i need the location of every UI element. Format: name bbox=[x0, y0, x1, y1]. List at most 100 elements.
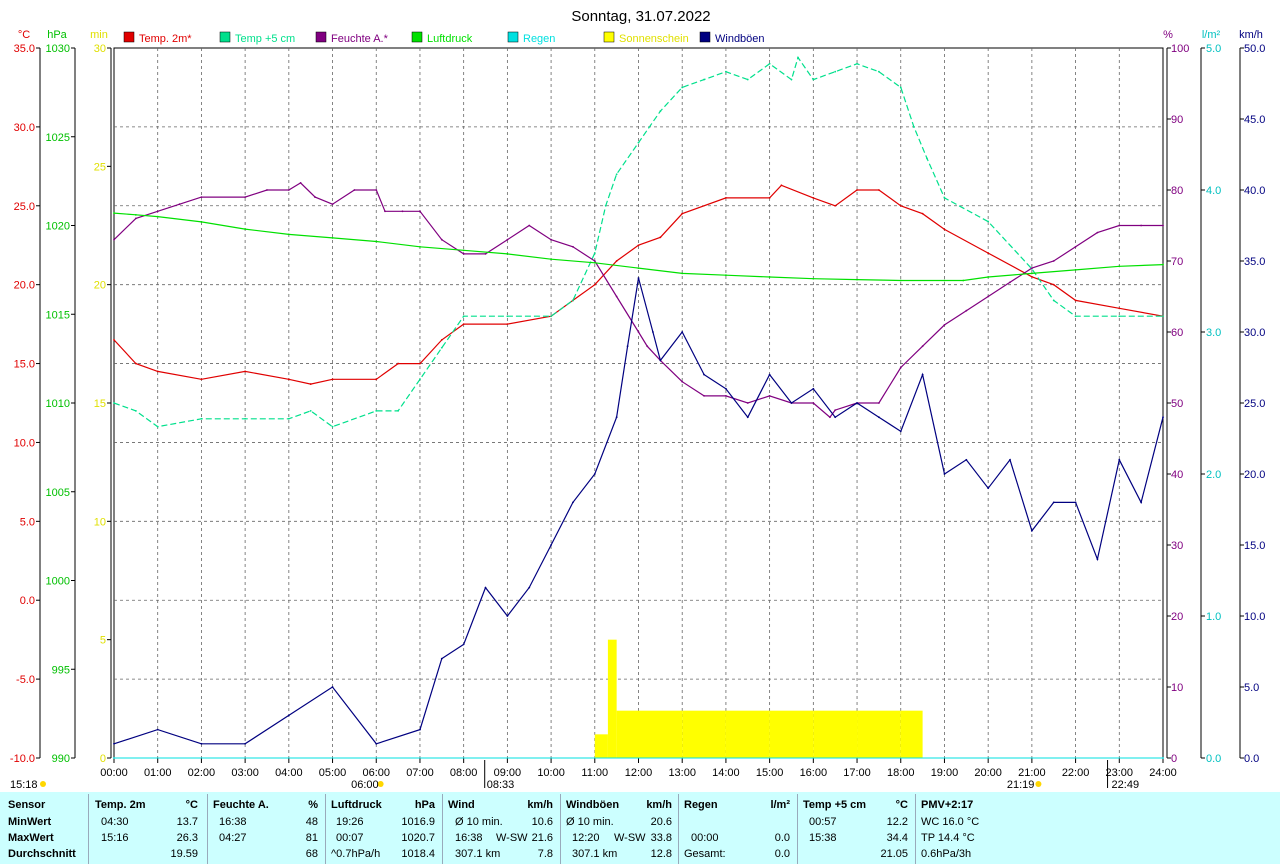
wind-max-time: 16:38 bbox=[455, 832, 483, 844]
data-point bbox=[1162, 315, 1164, 318]
humidity-tick-label: 70 bbox=[1171, 256, 1183, 268]
humidity-tick-label: 0 bbox=[1171, 753, 1177, 765]
pressure-tick-label: 1030 bbox=[46, 43, 70, 55]
data-point bbox=[725, 70, 727, 73]
t5-max-value: 34.4 bbox=[886, 832, 908, 844]
moonrise-label: 08:33 bbox=[487, 779, 515, 791]
data-point bbox=[1096, 231, 1099, 234]
data-point bbox=[462, 315, 465, 318]
hum-avg-value: 68 bbox=[305, 848, 318, 860]
data-point bbox=[550, 315, 552, 318]
rain-tick-label: 0.0 bbox=[1206, 753, 1221, 765]
data-point bbox=[506, 323, 509, 326]
t5-avg-value: 21.05 bbox=[880, 848, 908, 860]
data-point bbox=[134, 213, 137, 216]
data-point bbox=[299, 182, 302, 184]
data-point bbox=[856, 278, 858, 281]
sunshine-tick-label: 10 bbox=[94, 516, 106, 528]
data-point bbox=[419, 378, 421, 381]
header-gusts-unit: km/h bbox=[646, 799, 672, 811]
sunrise-marker bbox=[377, 781, 384, 787]
data-point bbox=[506, 238, 509, 241]
data-point bbox=[681, 380, 684, 383]
data-point bbox=[834, 416, 837, 419]
temp-axis-unit: °C bbox=[18, 29, 30, 41]
column-separator bbox=[325, 794, 326, 864]
x-tick-label: 04:00 bbox=[275, 767, 303, 779]
sunshine-bar bbox=[813, 710, 858, 758]
data-point bbox=[331, 686, 334, 688]
data-point bbox=[768, 373, 771, 376]
temp-tick-label: 15.0 bbox=[14, 359, 35, 371]
x-tick-label: 05:00 bbox=[319, 767, 347, 779]
data-point bbox=[375, 189, 378, 191]
press-max-time: 00:07 bbox=[336, 832, 364, 844]
wind-axis-unit: km/h bbox=[1239, 29, 1263, 41]
data-point bbox=[506, 615, 509, 617]
sunshine-tick-label: 20 bbox=[94, 280, 106, 292]
x-tick-label: 08:00 bbox=[450, 767, 478, 779]
temp-min-value: 13.7 bbox=[176, 816, 198, 828]
temp-tick-label: 25.0 bbox=[14, 201, 35, 213]
data-point bbox=[113, 338, 115, 341]
data-point bbox=[331, 378, 334, 381]
data-point bbox=[987, 295, 990, 298]
data-point bbox=[384, 210, 386, 213]
press-min-value: 1016.9 bbox=[401, 816, 435, 828]
data-point bbox=[834, 409, 837, 411]
data-point bbox=[812, 402, 815, 404]
row-label-max: MaxWert bbox=[8, 832, 54, 844]
wind-tick-label: 25.0 bbox=[1244, 398, 1265, 410]
data-point bbox=[834, 204, 837, 207]
header-rain-unit: l/m² bbox=[770, 799, 790, 811]
data-point bbox=[528, 586, 531, 589]
gust-min-value: 20.6 bbox=[650, 816, 672, 828]
x-tick-label: 06:00 bbox=[362, 767, 390, 779]
x-tick-label: 14:00 bbox=[712, 767, 740, 779]
x-tick-label: 10:00 bbox=[537, 767, 565, 779]
data-point bbox=[309, 383, 312, 385]
data-point bbox=[331, 425, 334, 428]
data-point bbox=[156, 425, 159, 428]
data-point bbox=[812, 387, 815, 390]
sunshine-bar bbox=[682, 710, 726, 758]
wind-tick-label: 30.0 bbox=[1244, 327, 1265, 339]
temp-avg-value: 19.59 bbox=[170, 848, 198, 860]
pressure-tick-label: 1005 bbox=[46, 487, 70, 499]
data-point bbox=[331, 237, 334, 239]
sun-time-label: 15:18 bbox=[10, 779, 38, 791]
header-humidity: Feuchte A. bbox=[213, 799, 269, 811]
rain-tick-label: 2.0 bbox=[1206, 469, 1221, 481]
data-point bbox=[856, 402, 858, 404]
sunshine-tick-label: 15 bbox=[94, 398, 106, 410]
gust-avg-value: 12.8 bbox=[650, 848, 672, 860]
column-separator bbox=[678, 794, 679, 864]
data-point bbox=[780, 184, 783, 187]
data-point bbox=[1118, 307, 1121, 310]
data-point bbox=[309, 409, 312, 412]
x-tick-label: 12:00 bbox=[625, 767, 653, 779]
temp-max-time: 15:16 bbox=[101, 832, 129, 844]
data-point bbox=[506, 253, 509, 255]
legend-label: Temp +5 cm bbox=[235, 33, 295, 45]
humidity-axis-unit: % bbox=[1163, 29, 1173, 41]
data-point bbox=[829, 416, 831, 419]
data-point bbox=[572, 245, 574, 248]
pressure-tick-label: 995 bbox=[52, 664, 70, 676]
legend-swatch bbox=[123, 31, 135, 43]
data-point bbox=[921, 373, 924, 376]
t5-min-time: 00:57 bbox=[809, 816, 837, 828]
data-point bbox=[572, 299, 574, 302]
x-tick-label: 20:00 bbox=[974, 767, 1002, 779]
data-point bbox=[899, 279, 902, 282]
sunshine-bar bbox=[900, 710, 923, 758]
data-point bbox=[877, 70, 880, 73]
wind-tick-label: 35.0 bbox=[1244, 256, 1265, 268]
humidity-tick-label: 80 bbox=[1171, 185, 1183, 197]
hum-min-time: 16:38 bbox=[219, 816, 247, 828]
legend-label: Regen bbox=[523, 33, 555, 45]
pressure-tick-label: 1020 bbox=[46, 221, 70, 233]
x-tick-label: 18:00 bbox=[887, 767, 915, 779]
data-point bbox=[943, 324, 946, 326]
data-point bbox=[1118, 315, 1121, 318]
